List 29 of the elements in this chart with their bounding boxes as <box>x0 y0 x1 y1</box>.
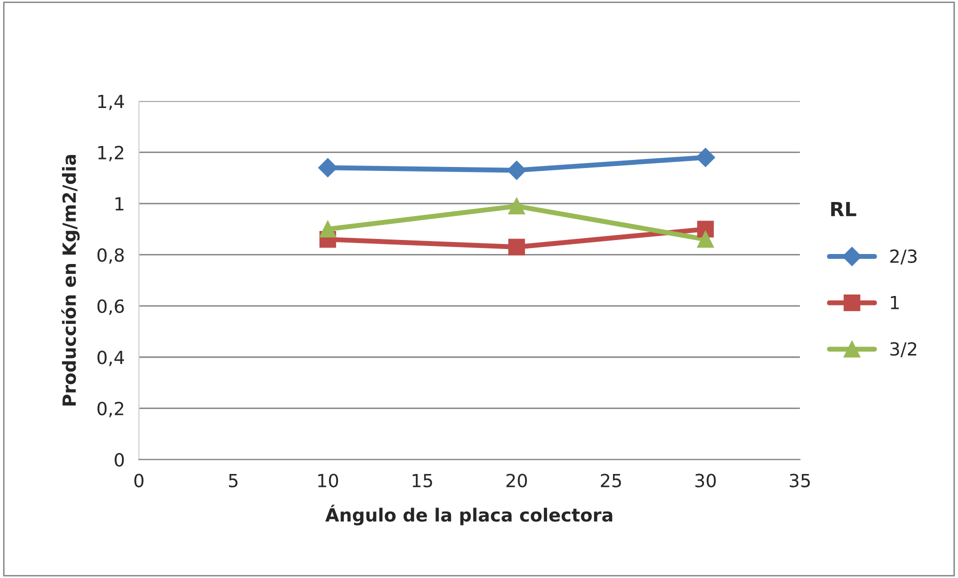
x-tick-label: 15 <box>412 474 432 488</box>
point <box>507 160 526 180</box>
y-tick-label: 1,2 <box>98 146 124 162</box>
point <box>696 148 716 167</box>
y-axis-title: Producción en Kg/m2/dia <box>61 154 80 406</box>
x-tick-label: 20 <box>506 474 527 488</box>
x-tick-label: 10 <box>318 474 338 488</box>
point <box>697 231 714 248</box>
x-tick-label: 35 <box>790 474 810 488</box>
point <box>319 220 336 238</box>
legend-label: 1 <box>890 296 899 310</box>
point <box>508 238 525 256</box>
x-tick-label: 5 <box>228 474 238 488</box>
y-tick-label: 0,4 <box>98 350 124 366</box>
point <box>508 198 525 214</box>
y-tick-label: 0,2 <box>98 402 124 418</box>
y-tick-label: 0,8 <box>98 248 124 264</box>
x-tick-label: 0 <box>134 474 144 488</box>
point <box>318 158 338 178</box>
y-tick-label: 1,4 <box>98 94 124 110</box>
y-tick-label: 1 <box>116 197 124 210</box>
x-tick-label: 25 <box>600 474 621 488</box>
x-tick-label: 30 <box>695 474 716 488</box>
x-axis-title: Ángulo de la placa colectora <box>325 504 612 526</box>
y-tick-label: 0,6 <box>98 299 124 315</box>
legend-label: 2/3 <box>890 249 917 264</box>
legend-label: 3/2 <box>890 342 916 358</box>
y-tick-label: 0 <box>114 452 124 467</box>
legend-title: RL <box>831 202 856 216</box>
